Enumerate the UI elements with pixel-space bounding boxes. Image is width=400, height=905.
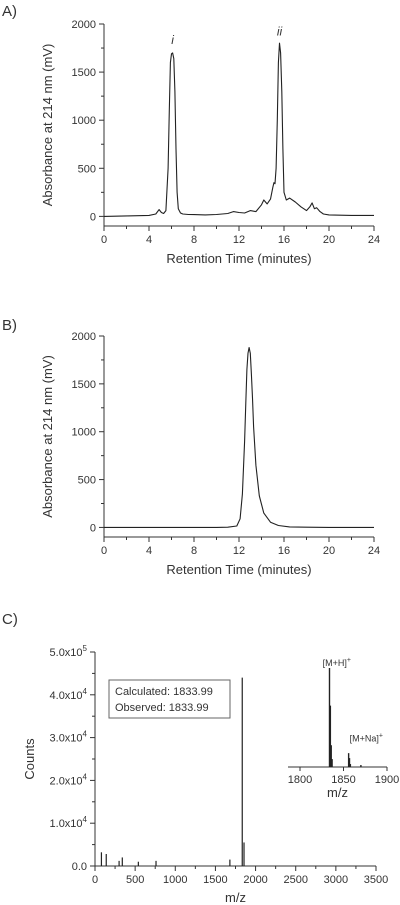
- x-tick-label: 2000: [243, 874, 267, 886]
- y-tick-label: 0.0: [72, 861, 87, 873]
- panel-label-b: B): [2, 317, 17, 334]
- y-tick-exponent: 5: [83, 644, 88, 653]
- y-tick-label: 4.0x104: [50, 687, 88, 702]
- inset-x-tick-label: 1800: [288, 774, 312, 786]
- x-tick-label: 1000: [163, 874, 187, 886]
- chromatogram-trace: [104, 346, 374, 528]
- x-tick-label: 20: [323, 545, 335, 557]
- y-tick-label: 5.0x105: [50, 644, 88, 659]
- y-tick-exponent: 4: [83, 772, 88, 781]
- x-tick-label: 12: [233, 234, 245, 246]
- y-tick-label: 0: [90, 211, 96, 223]
- x-tick-label: 24: [368, 545, 380, 557]
- inset-x-tick-label: 1850: [331, 774, 355, 786]
- inset-peak-label: [M+H]+: [323, 657, 351, 668]
- x-tick-label: 0: [92, 874, 98, 886]
- x-tick-label: 16: [278, 545, 290, 557]
- x-tick-label: 8: [191, 545, 197, 557]
- x-tick-label: 8: [191, 234, 197, 246]
- x-tick-label: 500: [126, 874, 144, 886]
- y-tick-label: 2.0x104: [50, 772, 88, 787]
- y-tick-label: 500: [78, 475, 96, 487]
- y-axis-title: Absorbance at 214 nm (mV): [40, 44, 55, 207]
- x-axis-title: m/z: [225, 890, 246, 905]
- x-tick-label: 3000: [324, 874, 348, 886]
- annotation-box: [108, 679, 231, 719]
- chromatogram-a: 0 4 8 12 16 20 24 0 500 1000 1500 2000 Retention Tim…: [40, 19, 380, 266]
- inset-peak-label: [M+Na]+: [350, 732, 383, 743]
- y-tick-label: 1500: [72, 379, 96, 391]
- inset-peak-label-charge: +: [347, 657, 351, 664]
- y-tick-mantissa: 4.0x10: [50, 690, 83, 702]
- y-axis-title: Absorbance at 214 nm (mV): [40, 355, 55, 518]
- y-tick-label: 1000: [72, 427, 96, 439]
- x-tick-label: 2500: [283, 874, 307, 886]
- x-axis-title: Retention Time (minutes): [166, 251, 311, 266]
- y-tick-label: 1500: [72, 67, 96, 79]
- inset-peak-label-text: [M+Na]: [350, 733, 379, 743]
- x-tick-label: 12: [233, 545, 245, 557]
- x-tick-label: 4: [146, 234, 152, 246]
- y-tick-exponent: 4: [83, 687, 88, 696]
- chromatogram-b: 0 4 8 12 16 20 24 0 500 1000 1500 2000 Retention Tim…: [40, 331, 380, 577]
- y-tick-mantissa: 0.0: [72, 861, 87, 873]
- x-tick-label: 0: [101, 234, 107, 246]
- y-tick-label: 0: [90, 522, 96, 534]
- panel-label-a: A): [2, 3, 17, 20]
- peak-label: ii: [277, 25, 283, 39]
- peak-label: i: [171, 33, 174, 47]
- annotation-text: Calculated: 1833.99: [115, 686, 213, 698]
- mass-spectrum: 0 500 1000 1500 2000 2500 3000 35000.01.0x1042.…: [22, 644, 399, 905]
- inset-x-axis-title: m/z: [327, 785, 348, 800]
- chromatogram-trace: [103, 42, 374, 217]
- y-tick-label: 3.0x104: [50, 730, 88, 745]
- y-tick-exponent: 4: [83, 730, 88, 739]
- y-tick-mantissa: 5.0x10: [50, 647, 83, 659]
- y-tick-mantissa: 2.0x10: [50, 775, 83, 787]
- x-tick-label: 20: [323, 234, 335, 246]
- y-tick-mantissa: 3.0x10: [50, 733, 83, 745]
- x-tick-label: 3500: [364, 874, 388, 886]
- y-tick-label: 1.0x104: [50, 815, 88, 830]
- y-tick-label: 1000: [72, 115, 96, 127]
- annotation-text: Observed: 1833.99: [115, 702, 209, 714]
- y-tick-label: 2000: [72, 19, 96, 31]
- x-tick-label: 24: [368, 234, 380, 246]
- x-tick-label: 16: [278, 234, 290, 246]
- y-axis-title: Counts: [22, 738, 37, 780]
- y-tick-label: 2000: [72, 331, 96, 343]
- x-tick-label: 4: [146, 545, 152, 557]
- y-tick-mantissa: 1.0x10: [50, 818, 83, 830]
- y-tick-exponent: 4: [83, 815, 88, 824]
- inset-x-tick-label: 1900: [375, 774, 399, 786]
- y-tick-label: 500: [78, 163, 96, 175]
- x-tick-label: 0: [101, 545, 107, 557]
- x-axis-title: Retention Time (minutes): [166, 562, 311, 577]
- x-tick-label: 1500: [203, 874, 227, 886]
- panel-label-c: C): [2, 611, 18, 628]
- inset-peak-label-text: [M+H]: [323, 658, 347, 668]
- inset-peak-label-charge: +: [379, 732, 383, 739]
